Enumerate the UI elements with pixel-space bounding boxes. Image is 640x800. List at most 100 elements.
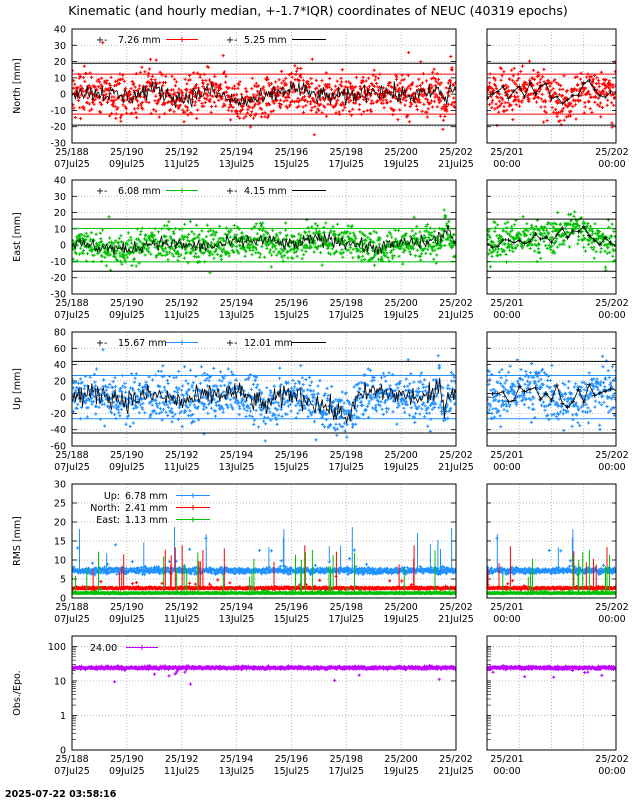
rms-y-tick-label: 15 (54, 537, 66, 548)
north-kinematic-points (72, 41, 456, 137)
obs-main-frame (71, 635, 457, 751)
legend-value: 2.41 mm (125, 503, 168, 514)
up-kinematic-points (487, 354, 616, 433)
north-y-tick-label: 10 (54, 73, 66, 84)
obs-x-tick-date: 15Jul25 (274, 766, 310, 777)
east-legend: +- 6.08 mm +- 4.15 mm (96, 186, 326, 197)
east-y-tick-label: 40 (54, 176, 66, 187)
east-x-tick-date: 15Jul25 (274, 310, 310, 321)
rms-x-tick-day: 25/198 (330, 602, 363, 613)
north-main-series (72, 41, 456, 137)
east-x-tick-day: 25/198 (330, 298, 363, 309)
rms-zoom-x-tick-day: 25/201 (490, 602, 523, 613)
rms-x-tick-day: 25/202 (439, 602, 472, 613)
rms-x-tick-date: 17Jul25 (328, 614, 364, 625)
obs-x-tick-day: 25/194 (220, 754, 253, 765)
obs-y-axis-label: Obs./Epo. (12, 670, 23, 715)
legend-value: 6.08 mm (118, 186, 161, 197)
obs-x-tick-day: 25/202 (439, 754, 472, 765)
rms-zoom-frame (486, 483, 617, 599)
obs-x-tick-day: 25/198 (330, 754, 363, 765)
up-x-tick-day: 25/196 (275, 450, 308, 461)
up-x-tick-date: 15Jul25 (274, 462, 310, 473)
east-x-tick-day: 25/200 (384, 298, 417, 309)
up-y-tick-label: -20 (50, 409, 66, 420)
obs-x-tick-date: 07Jul25 (54, 766, 90, 777)
obs-x-tick-date: 11Jul25 (164, 766, 200, 777)
up-x-tick-day: 25/190 (110, 450, 143, 461)
obs-y-tick-label: 1 (60, 711, 66, 722)
legend-value: 5.25 mm (244, 35, 287, 46)
obs-zoom-x-tick-day: 25/202 (595, 754, 628, 765)
rms-y-tick-label: 0 (60, 594, 66, 605)
north-y-tick-label: 40 (54, 25, 66, 36)
obs-zoom-x-tick-day: 25/201 (490, 754, 523, 765)
legend-value: 24.00 (90, 643, 117, 654)
east-x-tick-date: 07Jul25 (54, 310, 90, 321)
north-x-tick-date: 07Jul25 (54, 159, 90, 170)
obs-zoom-x-tick-time: 00:00 (493, 766, 520, 777)
east-x-tick-day: 25/188 (55, 298, 88, 309)
rms-zoom-x-tick-time: 00:00 (493, 614, 520, 625)
obs-x-tick-day: 25/190 (110, 754, 143, 765)
east-y-axis-label: East [mm] (12, 212, 23, 261)
up-x-tick-day: 25/202 (439, 450, 472, 461)
up-zoom-x-tick-time: 00:00 (598, 462, 625, 473)
north-zoom-x-tick-time: 00:00 (598, 159, 625, 170)
north-y-tick-label: 20 (54, 57, 66, 68)
north-x-tick-day: 25/192 (165, 147, 198, 158)
rms-panel: RMS [mm]05101520253025/18807Jul2525/1900… (12, 480, 629, 626)
up-legend: +- 15.67 mm +- 12.01 mm (96, 338, 326, 349)
north-y-tick-label: -20 (50, 122, 66, 133)
up-x-tick-date: 07Jul25 (54, 462, 90, 473)
east-x-tick-day: 25/192 (165, 298, 198, 309)
rms-legend: Up: 6.78 mm North: 2.41 mm East: 1.13 mm (90, 491, 210, 526)
north-x-tick-day: 25/188 (55, 147, 88, 158)
figure-title: Kinematic (and hourly median, +-1.7*IQR)… (68, 3, 568, 18)
east-x-tick-date: 09Jul25 (109, 310, 145, 321)
rms-x-tick-day: 25/194 (220, 602, 253, 613)
east-y-tick-label: 0 (60, 241, 66, 252)
rms-x-tick-date: 21Jul25 (438, 614, 474, 625)
obs-main-series (72, 664, 456, 686)
north-x-tick-date: 21Jul25 (438, 159, 474, 170)
north-x-tick-day: 25/190 (110, 147, 143, 158)
up-zoom-grid (487, 332, 616, 446)
up-y-axis-label: Up [mm] (12, 368, 23, 410)
east-x-tick-day: 25/194 (220, 298, 253, 309)
up-hourly-median-line (72, 377, 456, 424)
rms-y-tick-label: 5 (60, 575, 66, 586)
east-main-frame (71, 179, 457, 295)
north-zoom-x-tick-day: 25/201 (490, 147, 523, 158)
legend-prefix: +- (96, 186, 107, 197)
up-zoom-x-tick-day: 25/202 (595, 450, 628, 461)
east-x-tick-date: 17Jul25 (328, 310, 364, 321)
north-y-tick-label: 30 (54, 41, 66, 52)
rms-x-tick-date: 09Jul25 (109, 614, 145, 625)
north-zoom-frame (486, 28, 617, 144)
north-y-tick-label: -30 (50, 139, 66, 150)
obs-legend: 24.00 (90, 643, 158, 654)
rms-zoom-grid (487, 484, 616, 598)
east-zoom-x-tick-time: 00:00 (493, 310, 520, 321)
rms-x-tick-date: 11Jul25 (164, 614, 200, 625)
legend-value: 1.13 mm (125, 515, 168, 526)
obs-x-tick-day: 25/192 (165, 754, 198, 765)
obs-zoom-series (487, 664, 616, 679)
up-hourly-median-line (487, 382, 616, 410)
north-hourly-median-line (72, 80, 456, 108)
east-main-series (72, 208, 456, 275)
legend-prefix: +- (96, 35, 107, 46)
east-x-tick-day: 25/190 (110, 298, 143, 309)
rms-y-tick-label: 10 (54, 556, 66, 567)
north-x-tick-date: 09Jul25 (109, 159, 145, 170)
up-x-tick-date: 21Jul25 (438, 462, 474, 473)
rms-rms-points (487, 529, 616, 576)
rms-x-tick-day: 25/192 (165, 602, 198, 613)
legend-series-name: Up: (104, 491, 120, 502)
north-y-axis-label: North [mm] (12, 58, 23, 114)
rms-x-tick-date: 13Jul25 (219, 614, 255, 625)
obs-x-tick-date: 09Jul25 (109, 766, 145, 777)
rms-x-tick-date: 15Jul25 (274, 614, 310, 625)
